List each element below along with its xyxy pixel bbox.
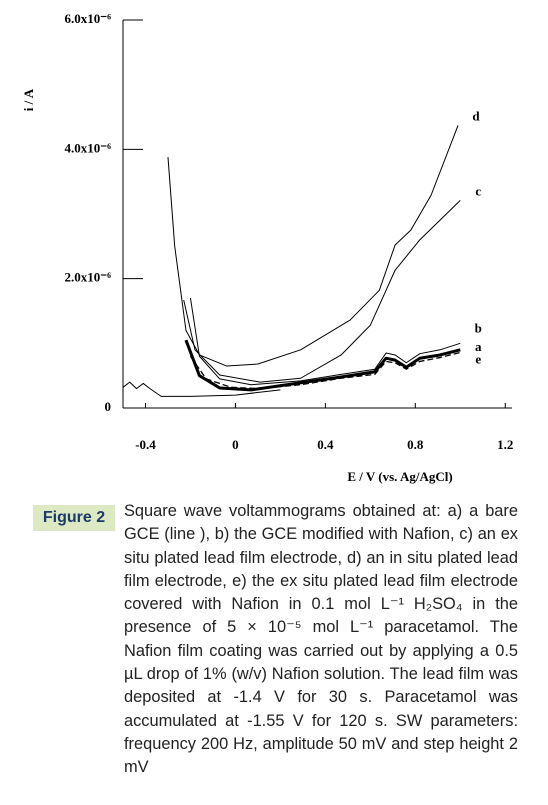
x-tick-label: 1.2: [497, 437, 513, 452]
series-line: [122, 381, 281, 397]
x-tick-label: -0.4: [135, 437, 156, 452]
series-line: [184, 339, 461, 392]
series-line: [167, 125, 459, 367]
series-line: [189, 297, 461, 386]
x-tick-label: 0.8: [407, 437, 424, 452]
series-label: d: [472, 108, 480, 123]
x-tick-label: 0.4: [317, 437, 334, 452]
series-label: a: [475, 339, 482, 354]
y-axis-label: i / A: [21, 88, 36, 111]
y-tick-label: 0: [105, 399, 112, 414]
caption: Square wave voltammograms obtained at: a…: [124, 502, 518, 777]
y-tick-label: 4.0x10⁻⁶: [64, 140, 111, 155]
series-line: [189, 351, 461, 390]
series-label: b: [475, 320, 482, 335]
y-tick-label: 2.0x10⁻⁶: [64, 270, 111, 285]
figure-label: Figure 2: [33, 505, 115, 531]
x-axis-label: E / V (vs. Ag/AgCl): [347, 469, 452, 484]
series-line: [183, 200, 461, 383]
chart: i / A E / V (vs. Ag/AgCl) 0 2.0x10⁻⁶ 4.0x1…: [21, 11, 513, 484]
y-tick-label: 6.0x10⁻⁶: [64, 11, 111, 26]
series-label: e: [475, 351, 481, 366]
x-tick-label: 0: [232, 437, 239, 452]
series-label: c: [475, 183, 481, 198]
